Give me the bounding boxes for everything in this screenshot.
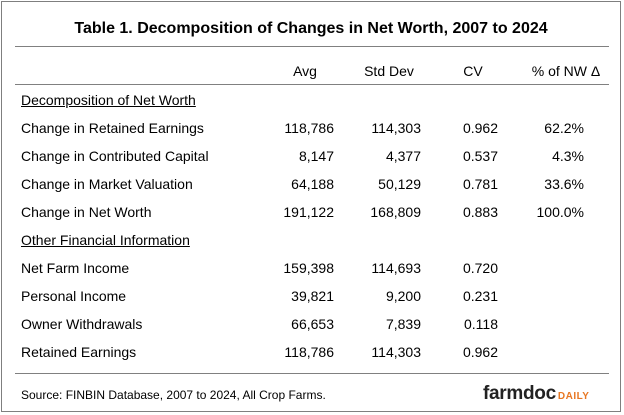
table-row: Change in Net Worth 191,122 168,809 0.88…: [0, 204, 622, 226]
section-heading-other-financial: Other Financial Information: [21, 232, 190, 248]
row-label: Change in Net Worth: [21, 204, 152, 220]
footer-rule: [15, 373, 609, 374]
cell-std-dev: 9,200: [385, 288, 421, 304]
cell-cv: 0.962: [462, 344, 498, 360]
section-heading-decomposition: Decomposition of Net Worth: [21, 92, 196, 108]
column-header-row: Avg Std Dev CV % of NW Δ: [0, 63, 622, 85]
cell-avg: 118,786: [284, 344, 334, 360]
table-row: Change in Market Valuation 64,188 50,129…: [0, 176, 622, 198]
cell-cv: 0.962: [462, 120, 498, 136]
header-rule: [15, 84, 609, 85]
cell-std-dev: 50,129: [378, 176, 421, 192]
row-label: Personal Income: [21, 288, 127, 304]
logo-text-farmdoc: farmdoc: [483, 383, 556, 404]
farmdoc-daily-logo: farmdoc DAILY: [483, 383, 589, 405]
table-row: Owner Withdrawals 66,653 7,839 0.118: [0, 316, 622, 338]
header-cv: CV: [463, 63, 483, 79]
cell-pct: 100.0%: [536, 204, 584, 220]
cell-std-dev: 168,809: [370, 204, 421, 220]
logo-text-daily: DAILY: [557, 391, 590, 402]
title-rule: [15, 46, 609, 47]
row-label: Change in Contributed Capital: [21, 148, 209, 164]
cell-std-dev: 114,693: [371, 260, 421, 276]
table-row: Net Farm Income 159,398 114,693 0.720: [0, 260, 622, 282]
row-label: Net Farm Income: [21, 260, 130, 276]
table-row: Change in Contributed Capital 8,147 4,37…: [0, 148, 622, 170]
cell-std-dev: 114,303: [371, 344, 421, 360]
section-heading-row: Decomposition of Net Worth: [0, 92, 622, 114]
row-label: Change in Market Valuation: [21, 176, 193, 192]
cell-cv: 0.720: [462, 260, 498, 276]
cell-avg: 64,188: [291, 176, 334, 192]
cell-avg: 191,122: [283, 204, 334, 220]
cell-avg: 39,821: [291, 288, 334, 304]
cell-std-dev: 4,377: [385, 148, 421, 164]
cell-pct: 4.3%: [552, 148, 584, 164]
table-row: Change in Retained Earnings 118,786 114,…: [0, 120, 622, 142]
cell-avg: 66,653: [291, 316, 334, 332]
cell-cv: 0.118: [464, 316, 498, 332]
cell-std-dev: 7,839: [385, 316, 421, 332]
cell-cv: 0.883: [462, 204, 498, 220]
cell-std-dev: 114,303: [371, 120, 421, 136]
cell-pct: 33.6%: [544, 176, 584, 192]
table-row: Personal Income 39,821 9,200 0.231: [0, 288, 622, 310]
table-title: Table 1. Decomposition of Changes in Net…: [74, 20, 548, 37]
table-row: Retained Earnings 118,786 114,303 0.962: [0, 344, 622, 366]
cell-cv: 0.231: [462, 288, 498, 304]
header-avg: Avg: [293, 63, 317, 79]
cell-cv: 0.781: [462, 176, 498, 192]
row-label: Owner Withdrawals: [21, 316, 143, 332]
header-std-dev: Std Dev: [364, 63, 414, 79]
section-heading-row: Other Financial Information: [0, 232, 622, 254]
header-pct-nw-change: % of NW Δ: [531, 63, 601, 79]
cell-pct: 62.2%: [544, 120, 584, 136]
cell-avg: 159,398: [283, 260, 334, 276]
source-note: Source: FINBIN Database, 2007 to 2024, A…: [21, 388, 326, 402]
cell-cv: 0.537: [462, 148, 498, 164]
cell-avg: 118,786: [284, 120, 334, 136]
cell-avg: 8,147: [298, 148, 334, 164]
row-label: Retained Earnings: [21, 344, 137, 360]
row-label: Change in Retained Earnings: [21, 120, 204, 136]
